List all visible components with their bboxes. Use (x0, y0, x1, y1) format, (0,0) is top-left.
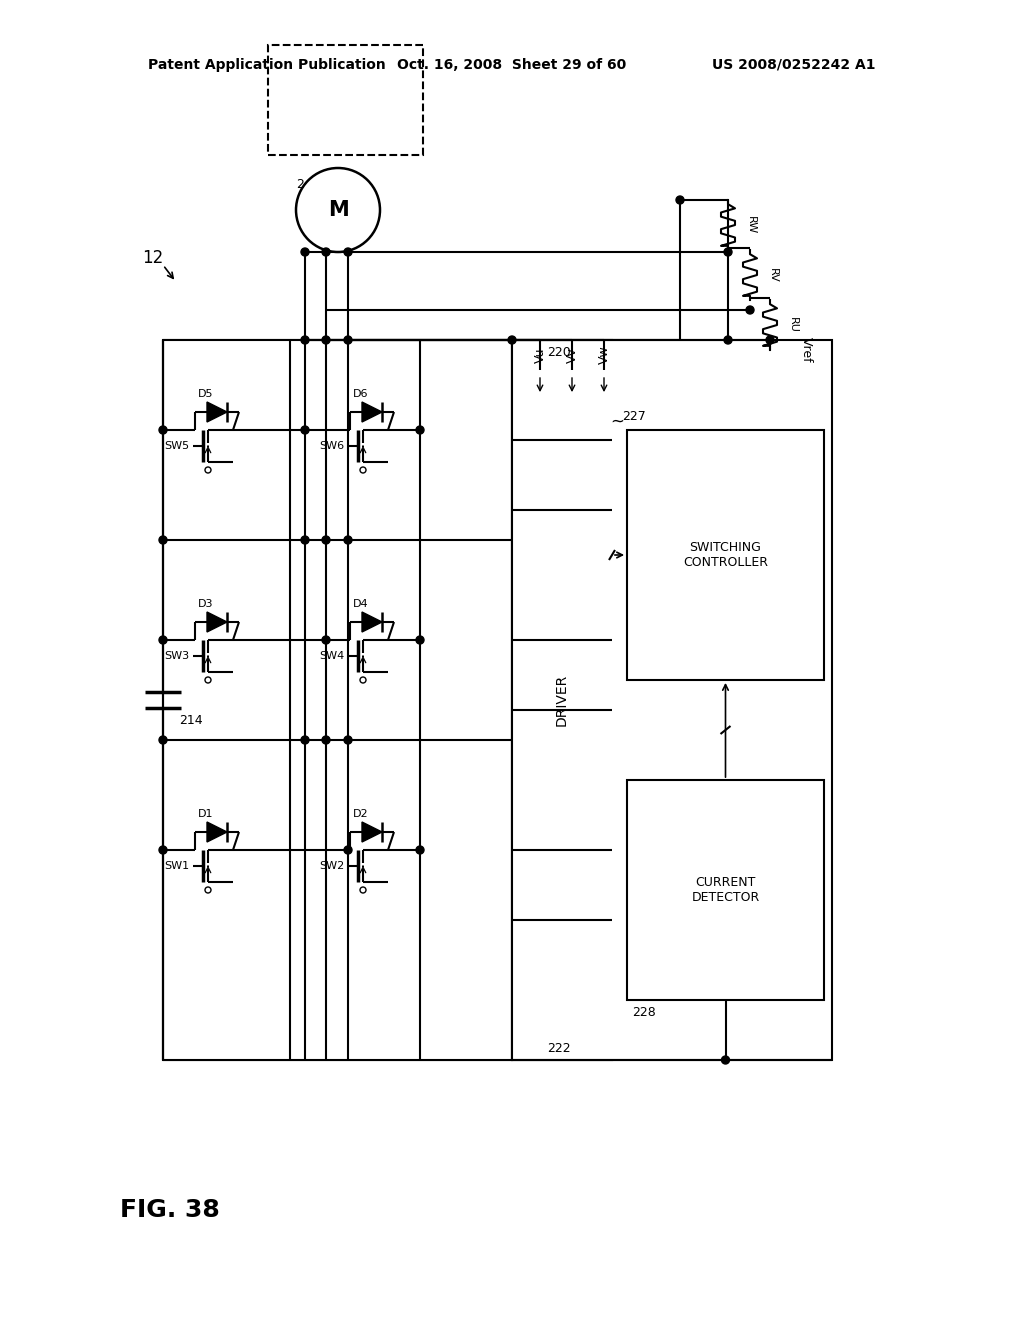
Text: ~: ~ (610, 413, 624, 432)
Circle shape (159, 737, 167, 744)
Text: D4: D4 (352, 599, 368, 609)
Circle shape (722, 1056, 729, 1064)
Text: SW5: SW5 (164, 441, 189, 451)
Text: SW2: SW2 (318, 861, 344, 871)
Circle shape (766, 337, 774, 345)
Circle shape (344, 248, 352, 256)
Text: 228: 228 (632, 1006, 655, 1019)
Circle shape (205, 677, 211, 682)
Circle shape (205, 467, 211, 473)
Circle shape (301, 536, 309, 544)
Circle shape (508, 337, 516, 345)
Circle shape (205, 887, 211, 894)
Circle shape (360, 887, 366, 894)
Circle shape (301, 426, 309, 434)
Text: 220: 220 (547, 346, 570, 359)
Circle shape (416, 636, 424, 644)
Circle shape (360, 677, 366, 682)
Text: Vw: Vw (597, 346, 610, 364)
Circle shape (360, 467, 366, 473)
Text: SWITCHING
CONTROLLER: SWITCHING CONTROLLER (683, 541, 768, 569)
Circle shape (301, 337, 309, 345)
Text: 222: 222 (547, 1041, 570, 1055)
Text: D5: D5 (198, 389, 213, 399)
Text: Oct. 16, 2008  Sheet 29 of 60: Oct. 16, 2008 Sheet 29 of 60 (397, 58, 627, 73)
Circle shape (344, 337, 352, 345)
Bar (627, 780, 824, 1001)
Circle shape (159, 536, 167, 544)
Text: M: M (328, 201, 348, 220)
Circle shape (724, 248, 732, 256)
Circle shape (296, 168, 380, 252)
Text: 214: 214 (179, 714, 203, 726)
Circle shape (344, 737, 352, 744)
Text: SW3: SW3 (164, 651, 189, 661)
Text: FIG. 38: FIG. 38 (120, 1199, 220, 1222)
Text: 227: 227 (622, 409, 646, 422)
Circle shape (159, 636, 167, 644)
Circle shape (344, 846, 352, 854)
Bar (512, 341, 831, 1060)
Text: D6: D6 (352, 389, 368, 399)
Circle shape (301, 737, 309, 744)
Circle shape (416, 426, 424, 434)
Text: US 2008/0252242 A1: US 2008/0252242 A1 (713, 58, 876, 73)
Circle shape (344, 536, 352, 544)
Bar (512, 341, 612, 1060)
Polygon shape (207, 822, 227, 842)
Circle shape (159, 426, 167, 434)
Text: D3: D3 (198, 599, 213, 609)
Text: 2: 2 (296, 178, 304, 191)
Text: Patent Application Publication: Patent Application Publication (148, 58, 386, 73)
Bar (268, 45, 423, 154)
Text: RU: RU (788, 317, 798, 333)
Bar (163, 341, 512, 1060)
Text: Vref: Vref (800, 337, 813, 363)
Polygon shape (362, 403, 382, 422)
Text: SW4: SW4 (318, 651, 344, 661)
Circle shape (322, 737, 330, 744)
Circle shape (322, 636, 330, 644)
Text: SW1: SW1 (164, 861, 189, 871)
Polygon shape (362, 822, 382, 842)
Circle shape (322, 337, 330, 345)
Text: RV: RV (768, 268, 778, 282)
Circle shape (676, 195, 684, 205)
Text: Vv: Vv (565, 347, 579, 363)
Bar (627, 430, 824, 680)
Circle shape (301, 248, 309, 256)
Circle shape (322, 536, 330, 544)
Text: CURRENT
DETECTOR: CURRENT DETECTOR (691, 876, 760, 904)
Circle shape (159, 846, 167, 854)
Polygon shape (207, 403, 227, 422)
Text: 12: 12 (142, 249, 164, 267)
Text: SW6: SW6 (318, 441, 344, 451)
Circle shape (724, 337, 732, 345)
Text: DRIVER: DRIVER (555, 675, 569, 726)
Text: D2: D2 (352, 809, 368, 818)
Circle shape (416, 846, 424, 854)
Polygon shape (207, 612, 227, 632)
Text: D1: D1 (198, 809, 213, 818)
Text: RW: RW (746, 216, 756, 234)
Circle shape (746, 306, 754, 314)
Text: Vu: Vu (534, 347, 547, 363)
Polygon shape (362, 612, 382, 632)
Circle shape (322, 248, 330, 256)
